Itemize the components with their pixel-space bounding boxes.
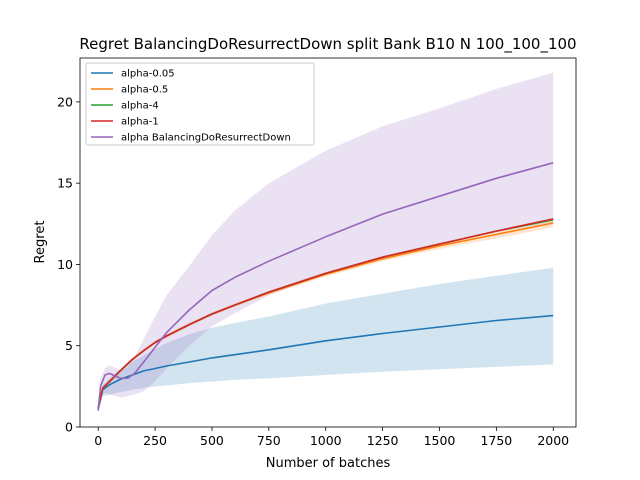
y-axis-ticks: 0 5 10 15 20 (57, 94, 80, 435)
y-tick-label: 0 (65, 420, 73, 435)
legend-label: alpha-1 (121, 117, 159, 128)
line-alpha-1 (97, 218, 554, 408)
x-tick-label: 2000 (537, 433, 569, 448)
y-tick-label: 5 (65, 338, 73, 353)
legend-box (85, 62, 315, 146)
x-tick-label: 1750 (480, 433, 512, 448)
y-tick-label: 15 (57, 176, 73, 191)
legend-label: alpha-4 (121, 101, 159, 112)
line-alpha-balancingdoresurrectdown (97, 162, 554, 411)
band-alpha-0-05 (98, 267, 554, 411)
line-alpha-0-05 (97, 314, 554, 410)
x-axis-ticks: 0 250 500 750 1000 1250 1500 1750 2000 (94, 427, 569, 448)
legend: alpha-0.05 alpha-0.5 alpha-4 alpha-1 alpha B… (85, 62, 315, 146)
x-tick-label: 250 (143, 433, 167, 448)
confidence-bands (98, 72, 554, 413)
x-axis-label: Number of batches (266, 456, 391, 471)
x-tick-label: 1250 (367, 433, 399, 448)
chart-title: Regret BalancingDoResurrectDown split Ba… (79, 35, 576, 54)
x-tick-label: 1000 (310, 433, 342, 448)
legend-label: alpha-0.05 (121, 69, 175, 80)
y-tick-label: 10 (57, 257, 73, 272)
x-tick-label: 0 (94, 433, 102, 448)
legend-label: alpha BalancingDoResurrectDown (121, 133, 291, 144)
y-tick-label: 20 (57, 94, 73, 109)
x-tick-label: 750 (257, 433, 281, 448)
series-lines (97, 162, 554, 411)
band-alpha-balancingdoresurrectdown (98, 72, 554, 413)
x-tick-label: 500 (200, 433, 224, 448)
y-axis-label: Regret (33, 221, 48, 264)
x-tick-label: 1500 (424, 433, 456, 448)
plot-frame (79, 57, 577, 428)
legend-label: alpha-0.5 (121, 85, 168, 96)
